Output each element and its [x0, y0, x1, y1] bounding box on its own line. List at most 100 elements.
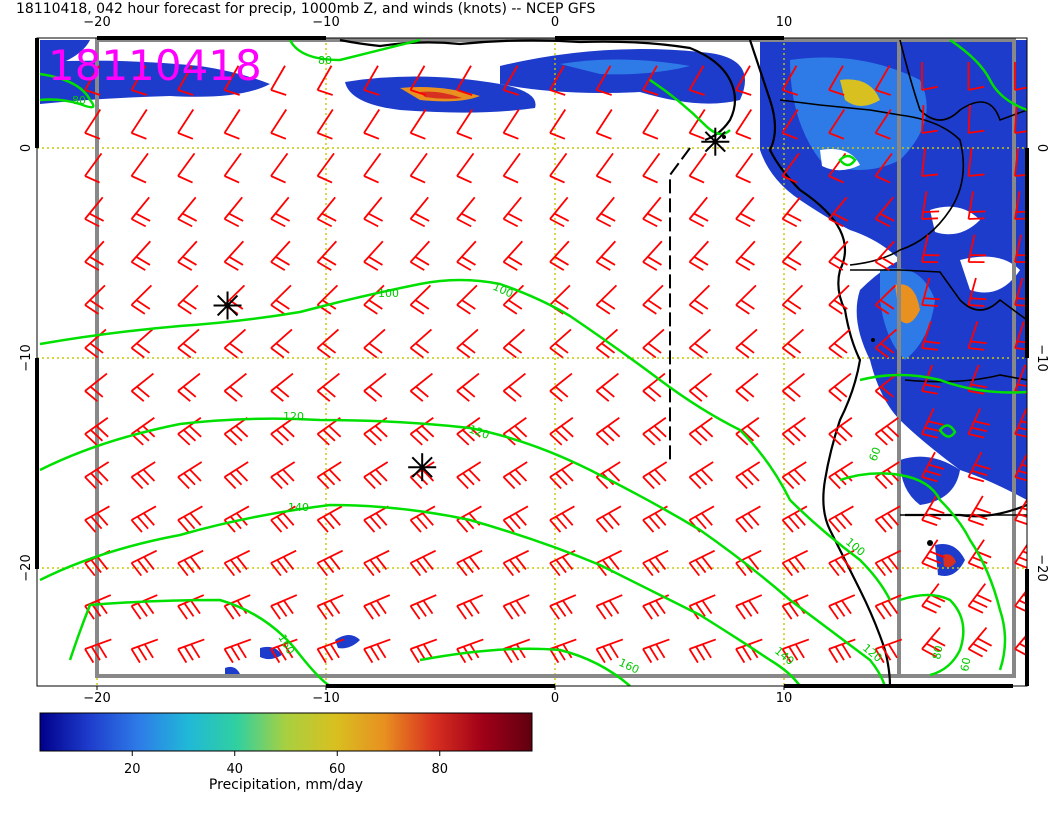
- lat-tick-label-right: −20: [1034, 554, 1049, 581]
- wind-barb: [502, 240, 524, 271]
- wind-barb: [595, 284, 618, 315]
- wind-barb: [363, 240, 384, 271]
- wind-barb: [874, 417, 900, 446]
- wind-barb: [874, 65, 891, 96]
- wind-barb: [549, 152, 568, 184]
- wind-barb: [967, 104, 985, 134]
- wind-barb: [130, 328, 154, 359]
- lat-tick-label-left: 0: [19, 144, 34, 152]
- wind-barb: [781, 284, 804, 315]
- wind-barb: [549, 240, 570, 271]
- wind-barb: [316, 638, 345, 664]
- wind-barb: [549, 109, 567, 140]
- wind-barb: [409, 372, 433, 402]
- wind-barb: [735, 240, 756, 271]
- wind-barb: [502, 109, 520, 140]
- wind-barb: [1014, 277, 1027, 307]
- wind-barb: [84, 109, 102, 140]
- lon-tick-label-bottom: −20: [83, 691, 110, 706]
- border-4: [904, 374, 1027, 383]
- wind-barb: [316, 196, 337, 228]
- wind-barb: [223, 152, 242, 184]
- contour-label-120a: 120: [283, 410, 304, 423]
- wind-barb: [270, 65, 287, 96]
- wind-barb: [642, 549, 669, 577]
- lon-tick-label-bottom: 10: [776, 691, 793, 706]
- wind-barb: [921, 539, 945, 570]
- island-2: [871, 338, 875, 342]
- wind-barb: [270, 109, 288, 140]
- wind-barb: [316, 372, 340, 402]
- wind-barb: [130, 65, 147, 96]
- wind-barb: [828, 638, 856, 664]
- wind-barb: [595, 328, 619, 359]
- wind-barb: [177, 594, 205, 620]
- wind-barb: [177, 549, 204, 577]
- wind-barb: [130, 549, 158, 577]
- wind-barb: [130, 505, 157, 533]
- lat-tick-label-left: −20: [19, 554, 34, 581]
- wind-barb: [921, 277, 940, 307]
- colorbar-tick-label: 40: [226, 762, 243, 777]
- wind-barb: [363, 372, 387, 402]
- wind-barb: [921, 62, 938, 91]
- contour-label-80c: 80: [930, 644, 945, 660]
- wind-barb: [688, 284, 711, 315]
- wind-barb: [642, 372, 666, 402]
- wind-barb: [223, 240, 245, 271]
- wind-barb: [688, 196, 709, 228]
- wind-barb: [502, 505, 529, 533]
- wind-barb: [595, 417, 621, 446]
- wind-barb: [874, 284, 897, 315]
- wind-barb: [84, 152, 103, 184]
- wind-barb: [456, 372, 480, 402]
- wind-barb: [828, 240, 849, 271]
- wind-barb: [735, 594, 763, 620]
- wind-barb: [828, 109, 846, 140]
- wind-barb: [595, 638, 624, 664]
- wind-barb: [874, 549, 902, 577]
- contour-80-east: [949, 38, 1027, 112]
- wind-barb: [735, 505, 761, 533]
- wind-barb: [316, 549, 344, 577]
- wind-barb: [688, 417, 714, 446]
- wind-barb: [642, 638, 670, 664]
- wind-barb: [828, 196, 849, 228]
- wind-barb: [921, 408, 944, 439]
- wind-barb: [874, 196, 895, 228]
- contour-label-60b: 60: [867, 445, 884, 463]
- contour-60-se: [899, 593, 965, 677]
- wind-barb: [177, 152, 196, 184]
- wind-barb: [502, 65, 519, 96]
- wind-barb: [781, 65, 798, 96]
- wind-barb: [781, 328, 805, 359]
- precip-core-north-strip: [560, 59, 690, 75]
- wind-barb: [688, 240, 710, 271]
- wind-barb: [828, 594, 856, 620]
- wind-barb: [781, 417, 807, 446]
- wind-barb: [595, 240, 617, 271]
- country-borders: [779, 39, 1027, 516]
- precip-core-itcz-red: [420, 91, 462, 99]
- wind-barb: [735, 109, 753, 140]
- wind-barb: [177, 505, 203, 533]
- wind-barb: [223, 461, 249, 490]
- wind-barb: [270, 196, 291, 228]
- wind-barb: [456, 240, 477, 271]
- wind-barb: [84, 417, 109, 446]
- wind-barb: [456, 594, 484, 620]
- contour-label-80a: 80: [318, 54, 332, 67]
- precip-gap-1: [930, 206, 980, 235]
- precip-core-continent-3: [895, 284, 920, 324]
- wind-barb: [409, 328, 433, 359]
- lon-tick-label-top: −10: [312, 15, 339, 30]
- contour-120: [39, 417, 887, 686]
- wind-barb: [316, 328, 340, 359]
- precip-region-south-1: [900, 456, 960, 505]
- wind-barb: [84, 65, 101, 96]
- coast-gabon-angola: [748, 39, 892, 686]
- wind-barb: [642, 461, 668, 490]
- precip-core-continent-1: [790, 57, 927, 170]
- wind-barb: [270, 240, 291, 271]
- wind-barb: [84, 461, 110, 490]
